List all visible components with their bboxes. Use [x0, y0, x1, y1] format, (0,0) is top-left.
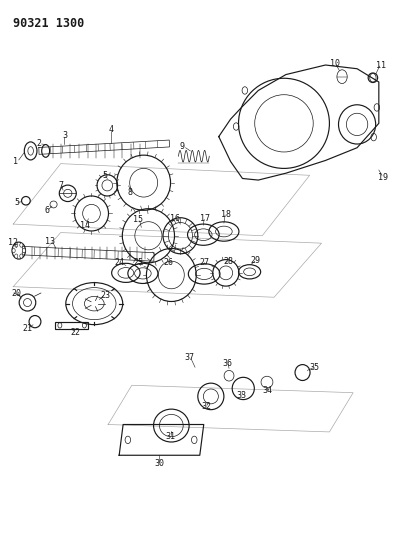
Text: 30: 30: [154, 459, 164, 469]
Circle shape: [20, 254, 23, 258]
Text: 37: 37: [185, 353, 195, 362]
Text: 4: 4: [109, 125, 114, 134]
Circle shape: [22, 248, 25, 253]
Circle shape: [20, 243, 23, 247]
Text: 25: 25: [134, 259, 144, 267]
Text: 23: 23: [100, 290, 110, 300]
Text: 3: 3: [62, 131, 67, 140]
Text: 16: 16: [170, 214, 180, 223]
Text: 5: 5: [102, 171, 107, 180]
Circle shape: [12, 248, 15, 253]
Text: 15: 15: [133, 215, 143, 224]
Text: 13: 13: [45, 237, 55, 246]
Text: 1: 1: [13, 157, 18, 166]
Text: 17: 17: [199, 214, 209, 223]
Text: 90321 1300: 90321 1300: [13, 17, 84, 30]
Text: 28: 28: [223, 257, 233, 265]
Text: 9: 9: [180, 142, 185, 151]
Text: 33: 33: [237, 391, 247, 400]
Text: 24: 24: [114, 258, 124, 266]
Circle shape: [15, 243, 18, 247]
Text: 8: 8: [128, 188, 133, 197]
Text: 29: 29: [251, 256, 261, 265]
Text: 36: 36: [222, 359, 232, 367]
Text: 18: 18: [221, 209, 231, 219]
Text: 22: 22: [71, 328, 81, 337]
Text: 14: 14: [80, 221, 90, 230]
Text: 6: 6: [44, 206, 49, 215]
Text: 10: 10: [330, 60, 339, 68]
Text: 34: 34: [262, 386, 272, 395]
Text: 26: 26: [164, 258, 174, 266]
Circle shape: [15, 254, 18, 258]
Text: 32: 32: [201, 402, 211, 411]
Text: 5: 5: [14, 198, 19, 207]
Text: 7: 7: [58, 181, 63, 190]
Text: 11: 11: [376, 61, 386, 69]
Text: 27: 27: [199, 258, 209, 266]
Text: 21: 21: [22, 324, 33, 333]
Text: 35: 35: [310, 363, 320, 372]
Text: 12: 12: [8, 238, 18, 247]
Text: 31: 31: [166, 432, 176, 441]
Text: 2: 2: [37, 139, 42, 148]
Text: 20: 20: [12, 288, 21, 297]
Text: 19: 19: [378, 173, 388, 182]
Bar: [55, 322, 88, 329]
